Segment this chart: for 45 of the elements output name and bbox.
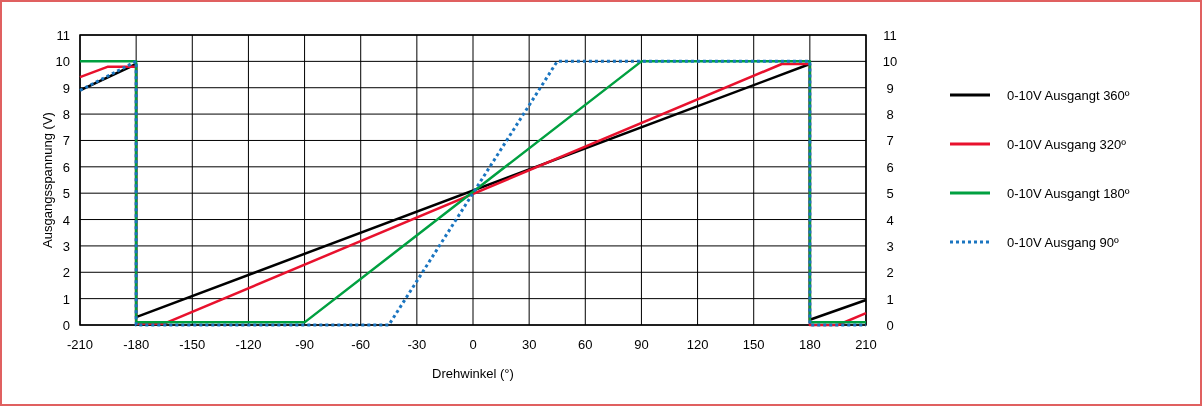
x-tick-label: -90 bbox=[295, 337, 314, 352]
y2-tick-label: 5 bbox=[886, 186, 894, 202]
x-tick-label: 0 bbox=[469, 337, 477, 352]
y2-tick-label: 3 bbox=[886, 238, 894, 254]
y-tick-label: 4 bbox=[62, 212, 70, 228]
y-tick-label: 5 bbox=[62, 186, 70, 202]
y2-tick-label: 1 bbox=[886, 291, 894, 307]
legend-label: 0-10V Ausgang 90º bbox=[1007, 235, 1119, 250]
y2-tick-label: 10 bbox=[882, 54, 898, 70]
y-tick-label: 1 bbox=[62, 291, 70, 307]
x-tick-label: 210 bbox=[855, 337, 877, 352]
y-tick-label: 10 bbox=[55, 54, 70, 70]
y-tick-label: 6 bbox=[62, 159, 70, 175]
y2-tick-label: 7 bbox=[886, 133, 894, 149]
y-axis-title: Ausgangsspannung (V) bbox=[40, 112, 55, 248]
y-tick-label: 8 bbox=[62, 107, 70, 123]
x-tick-label: -150 bbox=[179, 337, 206, 352]
x-tick-label: 30 bbox=[521, 337, 537, 352]
legend-label: 0-10V Ausgang 320º bbox=[1007, 137, 1127, 152]
y2-tick-label: 9 bbox=[886, 80, 894, 96]
y2-tick-label: 6 bbox=[886, 159, 894, 175]
x-tick-label: 180 bbox=[799, 337, 821, 352]
x-tick-label: 150 bbox=[742, 337, 765, 352]
x-tick-label: -210 bbox=[66, 337, 94, 352]
y-tick-label: 0 bbox=[62, 318, 70, 333]
x-tick-label: 90 bbox=[634, 337, 649, 352]
y2-tick-label: 2 bbox=[886, 265, 894, 281]
legend-label: 0-10V Ausgangt 180º bbox=[1007, 186, 1130, 201]
x-axis-title: Drehwinkel (°) bbox=[432, 366, 514, 381]
x-tick-label: -30 bbox=[407, 337, 427, 352]
x-tick-label: -180 bbox=[123, 337, 150, 352]
y-tick-label: 9 bbox=[62, 80, 70, 96]
legend-label: 0-10V Ausgangt 360º bbox=[1007, 88, 1130, 103]
y2-tick-label: 0 bbox=[886, 318, 894, 333]
y2-tick-label: 4 bbox=[886, 212, 894, 228]
x-tick-label: 120 bbox=[686, 337, 709, 352]
x-tick-label: 60 bbox=[578, 337, 593, 352]
y2-tick-label: 11 bbox=[883, 28, 897, 43]
y-tick-label: 3 bbox=[62, 238, 70, 254]
x-tick-label: -60 bbox=[351, 337, 371, 352]
y-tick-label: 7 bbox=[62, 133, 70, 149]
y2-tick-label: 8 bbox=[886, 107, 894, 123]
y-tick-label: 2 bbox=[62, 265, 70, 281]
x-tick-label: -120 bbox=[235, 337, 262, 352]
y-tick-label: 11 bbox=[56, 28, 70, 43]
